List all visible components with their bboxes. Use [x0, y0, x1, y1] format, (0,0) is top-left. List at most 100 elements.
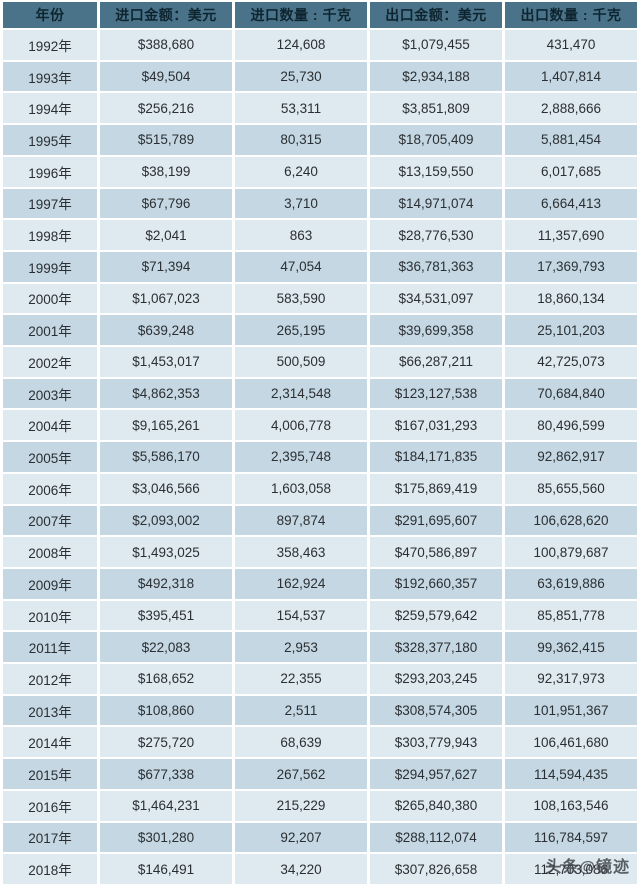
cell-import-amount: $1,067,023 [100, 283, 232, 314]
cell-year: 2014年 [3, 727, 97, 758]
cell-export-amount: $13,159,550 [370, 156, 502, 187]
table-row: 2004年 $9,165,261 4,006,778 $167,031,293 80,4… [3, 410, 637, 441]
table-row: 2000年 $1,067,023 583,590 $34,531,097 18,860,… [3, 283, 637, 314]
cell-year: 2015年 [3, 759, 97, 789]
cell-export-quantity: 106,461,680 [505, 727, 637, 758]
cell-export-quantity: 6,017,685 [505, 156, 637, 187]
table-row: 2009年 $492,318 162,924 $192,660,357 63,619,8… [3, 568, 637, 599]
cell-import-amount: $9,165,261 [100, 410, 232, 441]
cell-export-amount: $293,203,245 [370, 664, 502, 694]
cell-export-amount: $303,779,943 [370, 727, 502, 758]
cell-import-amount: $677,338 [100, 759, 232, 789]
cell-year: 2010年 [3, 600, 97, 631]
cell-export-amount: $36,781,363 [370, 251, 502, 282]
cell-export-amount: $18,705,409 [370, 125, 502, 155]
cell-export-amount: $66,287,211 [370, 347, 502, 377]
cell-export-amount: $175,869,419 [370, 473, 502, 504]
cell-export-amount: $28,776,530 [370, 220, 502, 250]
cell-import-amount: $4,862,353 [100, 378, 232, 409]
cell-export-quantity: 116,784,597 [505, 822, 637, 853]
cell-export-amount: $3,851,809 [370, 93, 502, 124]
cell-import-amount: $22,083 [100, 632, 232, 663]
cell-year: 2009年 [3, 568, 97, 599]
cell-import-amount: $71,394 [100, 251, 232, 282]
cell-export-quantity: 1,407,814 [505, 61, 637, 92]
table-row: 1994年 $256,216 53,311 $3,851,809 2,888,666 [3, 93, 637, 124]
cell-export-amount: $123,127,538 [370, 378, 502, 409]
cell-year: 1994年 [3, 93, 97, 124]
cell-import-quantity: 4,006,778 [235, 410, 367, 441]
cell-import-amount: $256,216 [100, 93, 232, 124]
cell-year: 2008年 [3, 537, 97, 567]
cell-import-amount: $492,318 [100, 568, 232, 599]
cell-import-quantity: 500,509 [235, 347, 367, 377]
cell-export-quantity: 101,951,367 [505, 695, 637, 726]
cell-export-amount: $39,699,358 [370, 315, 502, 346]
table-row: 2014年 $275,720 68,639 $303,779,943 106,461,6… [3, 727, 637, 758]
cell-year: 2012年 [3, 664, 97, 694]
cell-import-amount: $67,796 [100, 188, 232, 219]
cell-year: 2003年 [3, 378, 97, 409]
table-row: 2010年 $395,451 154,537 $259,579,642 85,851,7… [3, 600, 637, 631]
cell-year: 1997年 [3, 188, 97, 219]
cell-export-amount: $291,695,607 [370, 505, 502, 536]
column-header-export-amount: 出口金额：美元 [370, 2, 502, 28]
cell-export-quantity: 431,470 [505, 30, 637, 60]
table-row: 1993年 $49,504 25,730 $2,934,188 1,407,814 [3, 61, 637, 92]
cell-export-quantity: 85,655,560 [505, 473, 637, 504]
cell-export-amount: $14,971,074 [370, 188, 502, 219]
cell-import-quantity: 583,590 [235, 283, 367, 314]
cell-export-quantity: 6,664,413 [505, 188, 637, 219]
cell-export-quantity: 17,369,793 [505, 251, 637, 282]
cell-year: 2000年 [3, 283, 97, 314]
cell-import-quantity: 154,537 [235, 600, 367, 631]
cell-import-quantity: 80,315 [235, 125, 367, 155]
cell-import-amount: $1,493,025 [100, 537, 232, 567]
table-row: 2002年 $1,453,017 500,509 $66,287,211 42,725,… [3, 347, 637, 377]
cell-year: 2005年 [3, 442, 97, 472]
table-header: 年份 进口金额：美元 进口数量 : 千克 出口金额：美元 出口数量 : 千克 [3, 2, 637, 28]
column-header-year: 年份 [3, 2, 97, 28]
cell-import-amount: $639,248 [100, 315, 232, 346]
table-row: 2005年 $5,586,170 2,395,748 $184,171,835 92,8… [3, 442, 637, 472]
column-header-import-amount: 进口金额：美元 [100, 2, 232, 28]
cell-export-amount: $308,574,305 [370, 695, 502, 726]
cell-import-quantity: 3,710 [235, 188, 367, 219]
cell-export-quantity: 99,362,415 [505, 632, 637, 663]
cell-year: 1999年 [3, 251, 97, 282]
table-row: 2011年 $22,083 2,953 $328,377,180 99,362,415 [3, 632, 637, 663]
cell-import-quantity: 25,730 [235, 61, 367, 92]
cell-import-quantity: 22,355 [235, 664, 367, 694]
cell-export-amount: $307,826,658 [370, 854, 502, 884]
cell-year: 1998年 [3, 220, 97, 250]
cell-export-quantity: 114,594,435 [505, 759, 637, 789]
cell-import-quantity: 358,463 [235, 537, 367, 567]
table-row: 1996年 $38,199 6,240 $13,159,550 6,017,685 [3, 156, 637, 187]
cell-import-quantity: 267,562 [235, 759, 367, 789]
table-row: 1992年 $388,680 124,608 $1,079,455 431,470 [3, 30, 637, 60]
column-header-import-quantity: 进口数量 : 千克 [235, 2, 367, 28]
cell-year: 2006年 [3, 473, 97, 504]
table-body: 1992年 $388,680 124,608 $1,079,455 431,470 199… [3, 30, 637, 884]
cell-export-quantity: 80,496,599 [505, 410, 637, 441]
table-row: 2012年 $168,652 22,355 $293,203,245 92,317,97… [3, 664, 637, 694]
cell-import-amount: $38,199 [100, 156, 232, 187]
cell-import-amount: $515,789 [100, 125, 232, 155]
cell-import-quantity: 2,953 [235, 632, 367, 663]
cell-import-amount: $2,093,002 [100, 505, 232, 536]
cell-export-amount: $2,934,188 [370, 61, 502, 92]
table-row: 1995年 $515,789 80,315 $18,705,409 5,881,454 [3, 125, 637, 155]
cell-export-amount: $294,957,627 [370, 759, 502, 789]
cell-import-quantity: 2,314,548 [235, 378, 367, 409]
cell-export-quantity: 112,703,086 [505, 854, 637, 884]
cell-import-quantity: 92,207 [235, 822, 367, 853]
cell-export-amount: $167,031,293 [370, 410, 502, 441]
cell-year: 2002年 [3, 347, 97, 377]
cell-import-quantity: 897,874 [235, 505, 367, 536]
cell-import-quantity: 2,511 [235, 695, 367, 726]
cell-import-amount: $275,720 [100, 727, 232, 758]
table-row: 2003年 $4,862,353 2,314,548 $123,127,538 70,6… [3, 378, 637, 409]
table-row: 2018年 $146,491 34,220 $307,826,658 112,703,0… [3, 854, 637, 884]
cell-export-quantity: 5,881,454 [505, 125, 637, 155]
